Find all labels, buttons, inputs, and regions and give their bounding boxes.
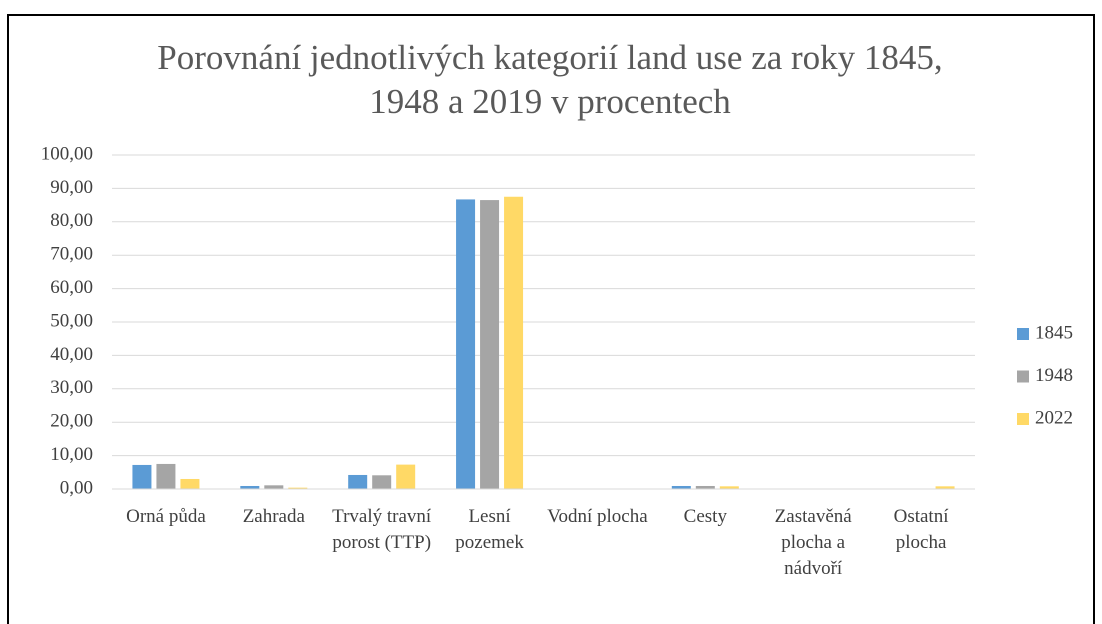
bar [456, 199, 476, 489]
y-tick-label: 0,00 [60, 477, 93, 498]
bar [396, 464, 416, 489]
y-tick-label: 30,00 [50, 377, 93, 398]
y-tick-label: 90,00 [50, 177, 93, 198]
y-tick-label: 100,00 [41, 143, 93, 164]
bar [935, 486, 955, 489]
y-tick-label: 10,00 [50, 444, 93, 465]
legend-label: 2022 [1035, 407, 1073, 428]
y-tick-label: 40,00 [50, 344, 93, 365]
chart-title: Porovnání jednotlivých kategorií land us… [157, 38, 943, 121]
bar [156, 463, 176, 489]
bar [480, 200, 500, 489]
legend-swatch [1017, 413, 1029, 425]
bar [695, 485, 715, 489]
y-tick-label: 80,00 [50, 210, 93, 231]
x-tick-label: Zahrada [242, 506, 305, 527]
bar [348, 474, 368, 489]
legend-label: 1845 [1035, 322, 1073, 343]
x-tick-label: Orná půda [126, 506, 206, 527]
x-tick-label: Cesty [683, 506, 727, 527]
legend-swatch [1017, 370, 1029, 383]
legend-swatch [1017, 328, 1029, 340]
x-tick-label: Lesní pozemek [455, 506, 524, 553]
bar [504, 196, 524, 489]
frame [7, 14, 1095, 624]
y-tick-label: 70,00 [50, 244, 93, 265]
x-tick-label: Vodní plocha [547, 506, 648, 527]
x-tick-label: Ostatní plocha [893, 506, 949, 553]
bar [264, 485, 284, 489]
x-tick-label: Trvalý travní porost (TTP) [332, 506, 432, 553]
bar [132, 464, 152, 489]
bar [240, 485, 260, 489]
bar [719, 486, 739, 489]
y-tick-label: 20,00 [50, 411, 93, 432]
x-tick-label: Zastavěná plocha a nádvoří [774, 506, 852, 579]
bar [288, 487, 308, 489]
legend-label: 1948 [1035, 365, 1073, 386]
bar [180, 478, 200, 489]
bar [372, 475, 392, 489]
y-tick-label: 60,00 [50, 277, 93, 298]
bar [671, 485, 691, 489]
y-tick-label: 50,00 [50, 310, 93, 331]
